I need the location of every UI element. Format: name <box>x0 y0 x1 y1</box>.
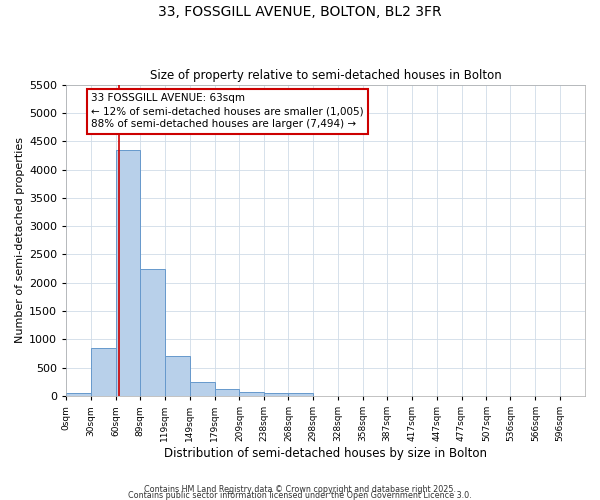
Bar <box>116 150 140 396</box>
X-axis label: Distribution of semi-detached houses by size in Bolton: Distribution of semi-detached houses by … <box>164 447 487 460</box>
Text: Contains public sector information licensed under the Open Government Licence 3.: Contains public sector information licen… <box>128 490 472 500</box>
Bar <box>91 348 116 396</box>
Text: Contains HM Land Registry data © Crown copyright and database right 2025.: Contains HM Land Registry data © Crown c… <box>144 484 456 494</box>
Bar <box>165 356 190 396</box>
Text: 33 FOSSGILL AVENUE: 63sqm
← 12% of semi-detached houses are smaller (1,005)
88% : 33 FOSSGILL AVENUE: 63sqm ← 12% of semi-… <box>91 93 364 130</box>
Bar <box>263 392 289 396</box>
Bar <box>239 392 263 396</box>
Bar <box>67 393 91 396</box>
Bar <box>289 393 313 396</box>
Bar <box>215 388 239 396</box>
Bar <box>140 268 165 396</box>
Title: Size of property relative to semi-detached houses in Bolton: Size of property relative to semi-detach… <box>150 69 502 82</box>
Text: 33, FOSSGILL AVENUE, BOLTON, BL2 3FR: 33, FOSSGILL AVENUE, BOLTON, BL2 3FR <box>158 5 442 19</box>
Y-axis label: Number of semi-detached properties: Number of semi-detached properties <box>15 138 25 344</box>
Bar <box>190 382 215 396</box>
